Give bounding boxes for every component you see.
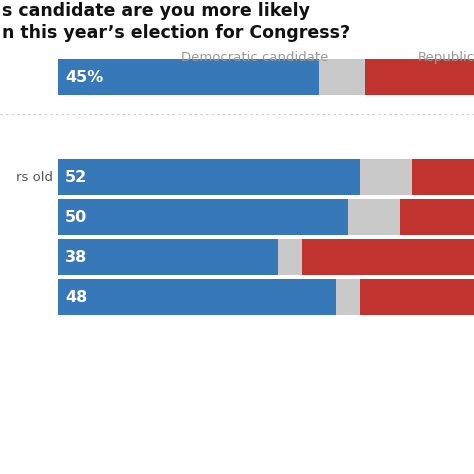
Bar (360, 279, 474, 315)
Bar (319, 59, 365, 95)
Text: Republica: Republica (418, 51, 474, 64)
Text: n this year’s election for Congress?: n this year’s election for Congress? (2, 24, 350, 42)
Text: 45%: 45% (65, 70, 103, 84)
Text: rs old: rs old (16, 171, 53, 183)
Bar (58, 59, 319, 95)
Text: 52: 52 (65, 170, 87, 184)
Bar (360, 159, 412, 195)
Bar (301, 239, 474, 275)
Bar (337, 279, 360, 315)
Bar (278, 239, 301, 275)
Bar (58, 279, 337, 315)
Bar (400, 199, 474, 235)
Bar (365, 59, 474, 95)
Bar (412, 159, 474, 195)
Text: 50: 50 (65, 210, 87, 225)
Bar (58, 159, 360, 195)
Text: Democratic candidate: Democratic candidate (182, 51, 328, 64)
Bar (58, 239, 278, 275)
Bar (58, 199, 348, 235)
Text: s candidate are you more likely: s candidate are you more likely (2, 2, 310, 20)
Text: 48: 48 (65, 290, 87, 304)
Text: 38: 38 (65, 249, 87, 264)
Bar (348, 199, 400, 235)
